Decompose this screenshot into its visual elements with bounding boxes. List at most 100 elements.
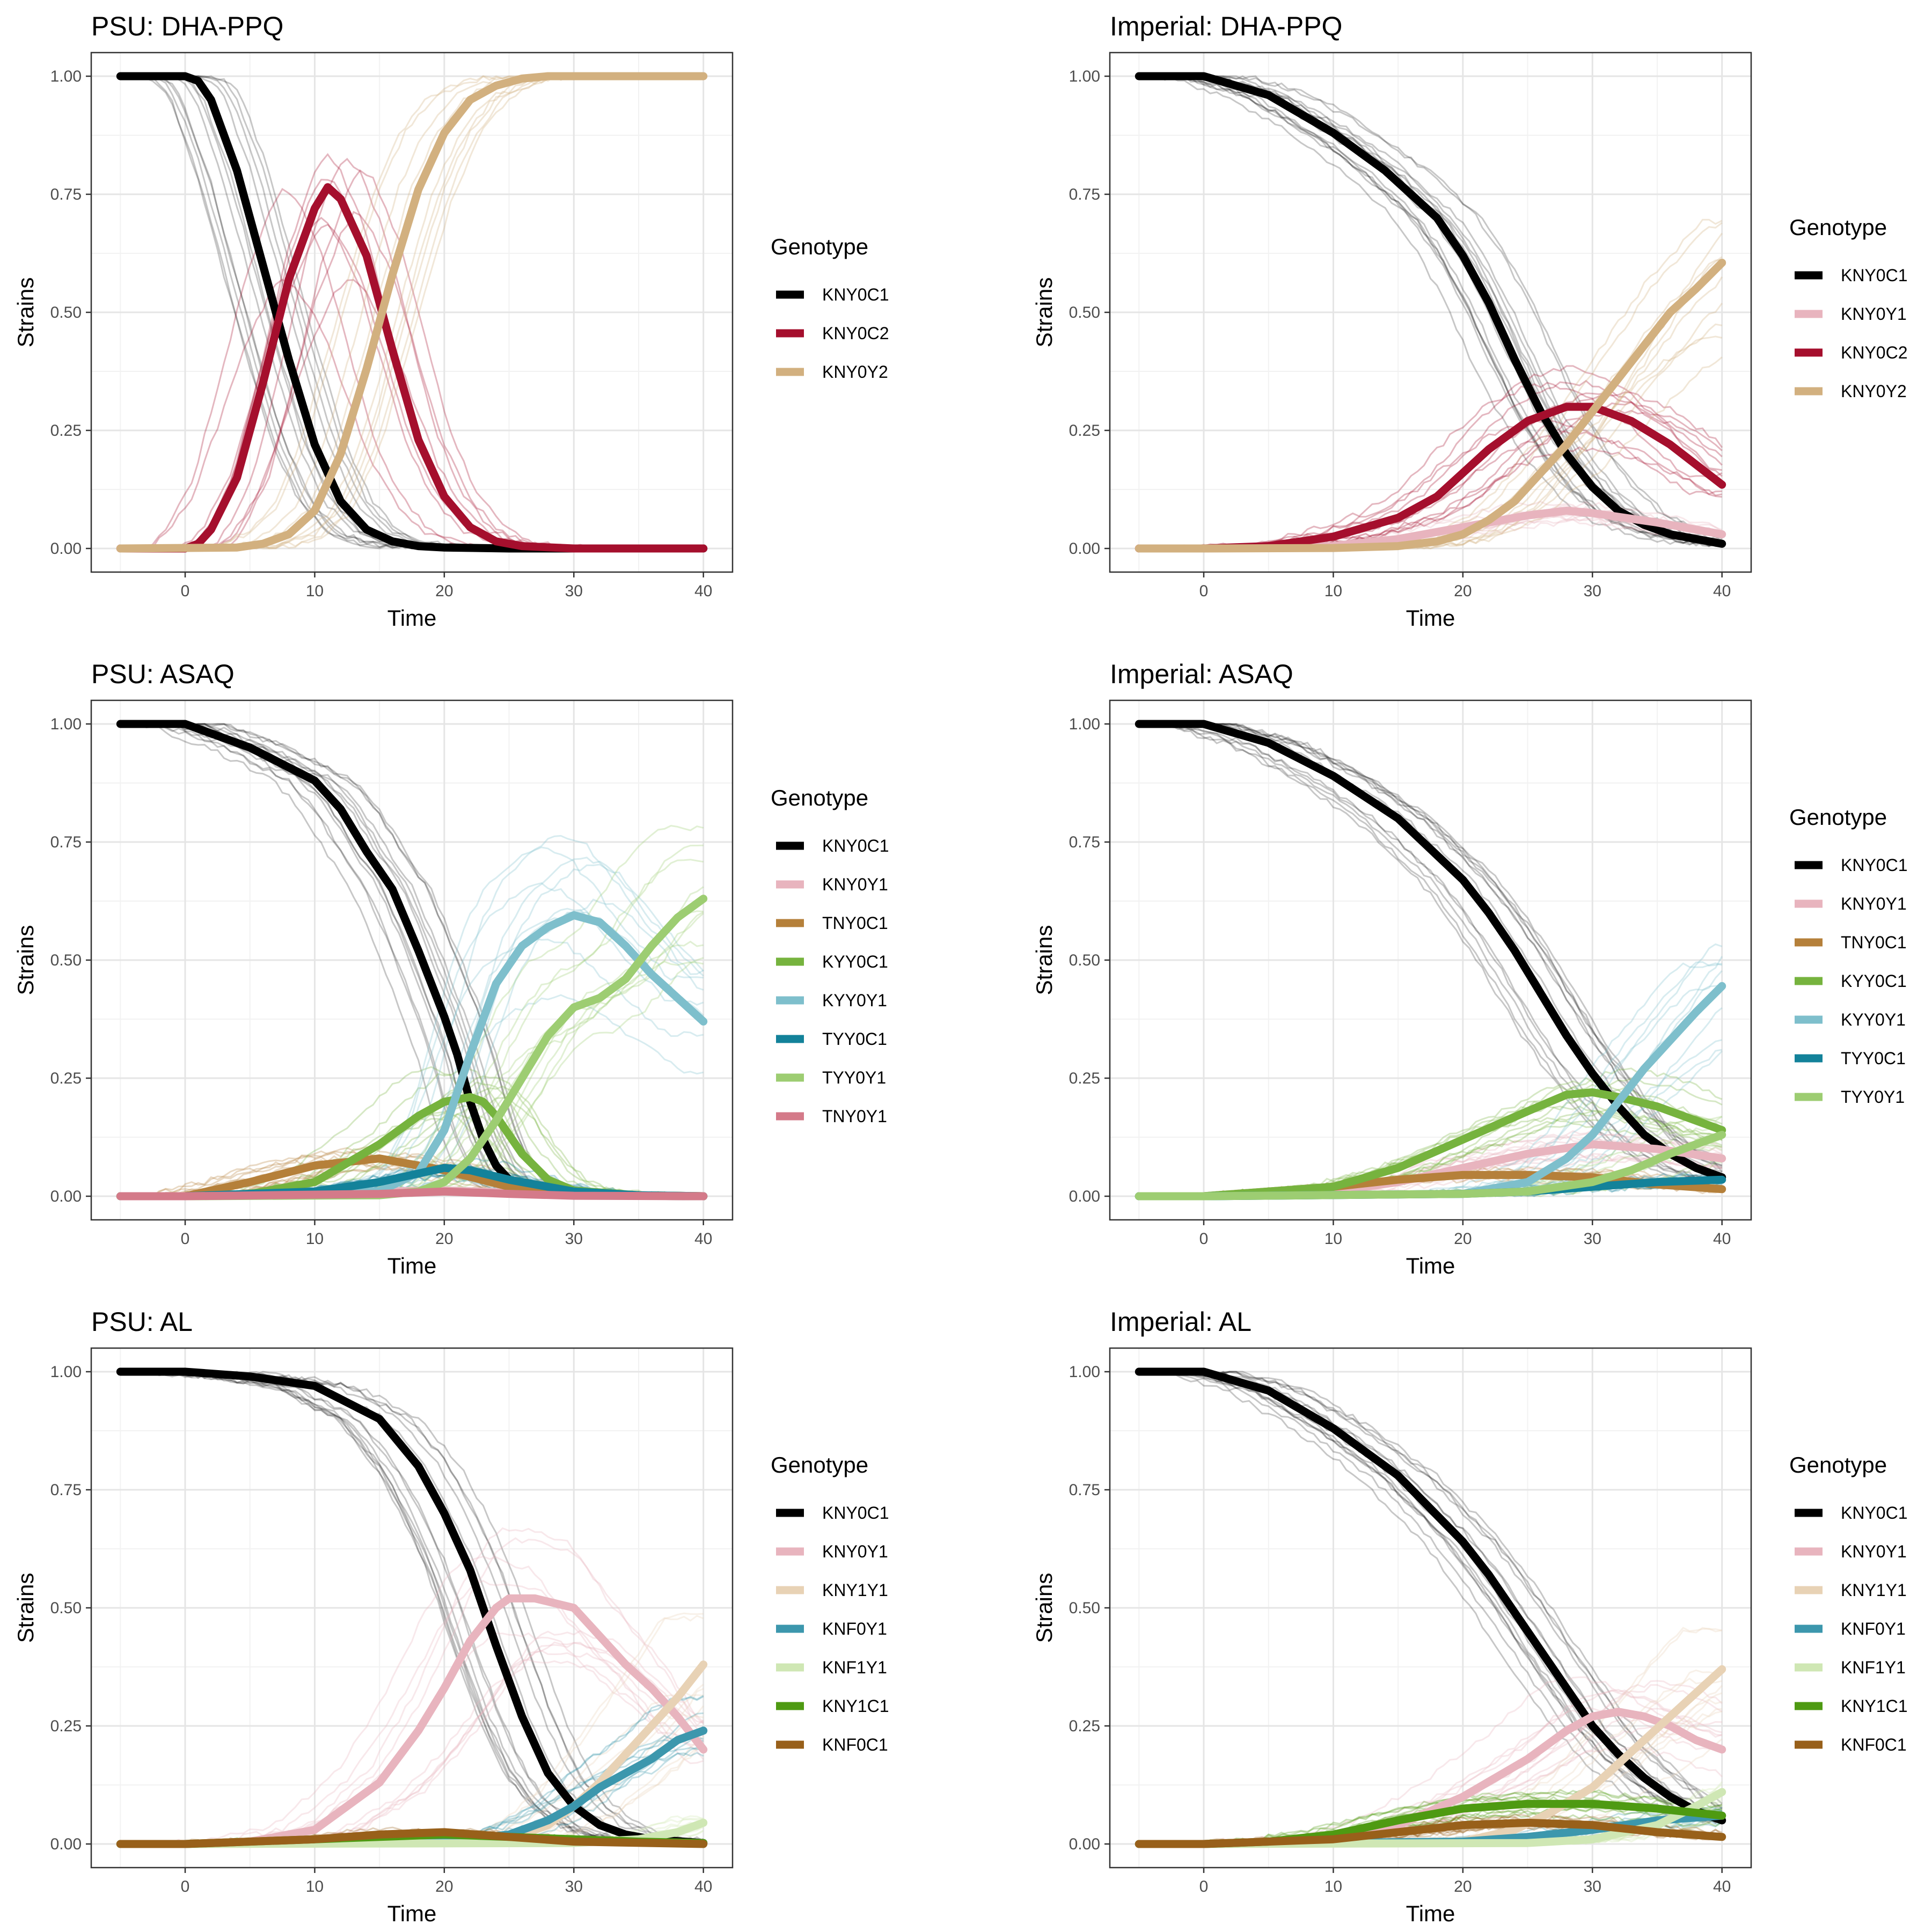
legend-label: KNF0Y1 <box>1841 1619 1906 1638</box>
y-tick-label: 1.00 <box>50 68 82 85</box>
legend-label: KNY1C1 <box>1841 1696 1908 1716</box>
legend-label: KNY0Y1 <box>822 1542 888 1561</box>
x-tick-label: 20 <box>435 1230 453 1248</box>
replicate-trace-kny0c1 <box>1139 75 1723 543</box>
x-tick-label: 0 <box>1199 1878 1209 1896</box>
legend-label: KNF1Y1 <box>822 1658 887 1677</box>
plot-lines <box>116 720 708 1201</box>
replicate-trace-kny0c1 <box>1139 75 1722 547</box>
chart-panel-5: 0 10 20 30 40 0.00 0.25 0.50 0.75 1.00 PSU: AL Time… <box>13 1307 889 1926</box>
chart-panel-2: 0 10 20 30 40 0.00 0.25 0.50 0.75 1.00 Imperial: D… <box>1031 11 1908 631</box>
legend-label: KNY0Y1 <box>822 875 888 894</box>
series-line-kny0y2 <box>116 72 708 553</box>
replicate-trace-kny0c1 <box>1138 75 1722 547</box>
legend-label: TYY0C1 <box>822 1029 887 1049</box>
y-axis-label: Strains <box>1031 277 1057 348</box>
legend-label: KYY0C1 <box>822 952 888 971</box>
chart-title: Imperial: ASAQ <box>1110 659 1293 689</box>
replicate-trace-kny0c1 <box>1138 75 1723 547</box>
replicate-trace-kny0c1 <box>1138 75 1723 547</box>
x-tick-label: 40 <box>694 1230 712 1248</box>
y-tick-label: 0.25 <box>1069 1717 1100 1735</box>
y-tick-label: 0.00 <box>1069 540 1100 558</box>
series-line-kny0c2 <box>116 183 708 553</box>
y-tick-label: 0.75 <box>1069 833 1100 851</box>
y-tick-label: 0.25 <box>1069 1070 1100 1087</box>
plot-lines <box>1135 1367 1726 1848</box>
y-tick-label: 0.50 <box>1069 1599 1100 1617</box>
x-axis-label: Time <box>1406 1901 1455 1926</box>
legend-label: KNF1Y1 <box>1841 1658 1906 1677</box>
x-tick-label: 10 <box>306 1878 324 1896</box>
series-line-kny0c1 <box>1135 720 1726 1182</box>
x-tick-label: 0 <box>1199 582 1209 600</box>
x-axis-label: Time <box>387 1253 437 1278</box>
replicate-trace-kny0c1 <box>1138 723 1723 1167</box>
replicate-trace-kny0c1 <box>1139 723 1723 1166</box>
y-tick-label: 0.00 <box>1069 1835 1100 1853</box>
y-axis-label: Strains <box>13 277 38 348</box>
y-tick-label: 0.50 <box>50 1599 82 1617</box>
legend-label: KNY1Y1 <box>1841 1580 1907 1600</box>
y-tick-label: 0.50 <box>50 952 82 969</box>
legend-label: TYY0Y1 <box>822 1068 886 1087</box>
plot-lines <box>116 72 708 553</box>
legend-label: KNY0C2 <box>822 324 889 343</box>
y-tick-label: 0.75 <box>50 1481 82 1499</box>
replicate-trace-kny0c1 <box>1139 1371 1723 1810</box>
y-tick-label: 0.00 <box>50 1835 82 1853</box>
series-line-tyy0y1 <box>1135 1131 1726 1201</box>
series-line-kny0y1 <box>116 1594 708 1848</box>
legend: Genotype KNY0C1 KNY0Y1 KNY1Y1 KNF0Y1 KNF1Y1 KN… <box>771 1452 889 1754</box>
replicate-trace-kny0c1 <box>1139 723 1722 1169</box>
x-tick-label: 40 <box>1713 1230 1731 1248</box>
series-line-kyy0c1 <box>1135 1088 1726 1201</box>
replicate-trace-kny0c1 <box>1139 723 1722 1181</box>
series-line-kny0c1 <box>116 72 708 553</box>
y-tick-label: 0.50 <box>50 304 82 321</box>
legend-title: Genotype <box>1789 804 1887 830</box>
replicate-trace-kny0c1 <box>1139 1371 1723 1824</box>
replicate-trace-kny0c1 <box>1139 1371 1723 1810</box>
legend-label: KNF0Y1 <box>822 1619 887 1638</box>
x-tick-label: 30 <box>1584 582 1601 600</box>
x-tick-label: 40 <box>694 1878 712 1896</box>
legend-title: Genotype <box>771 234 868 259</box>
chart-panel-1: 0 10 20 30 40 0.00 0.25 0.50 0.75 1.00 PSU: DHA-PP… <box>13 11 889 631</box>
y-tick-label: 0.25 <box>1069 422 1100 440</box>
y-tick-label: 0.75 <box>1069 186 1100 203</box>
x-tick-label: 40 <box>1713 582 1731 600</box>
y-tick-label: 0.75 <box>50 186 82 203</box>
replicate-trace-kny0c1 <box>1138 1371 1723 1804</box>
replicate-trace-kny0c1 <box>1139 1371 1722 1824</box>
series-line-kyy0y1 <box>116 911 708 1201</box>
x-tick-label: 10 <box>306 1230 324 1248</box>
legend-label: KNY0C1 <box>822 285 889 304</box>
y-tick-label: 1.00 <box>1069 715 1100 733</box>
legend: Genotype KNY0C1 KNY0Y1 TNY0C1 KYY0C1 KYY0Y1 TY… <box>771 785 889 1126</box>
replicate-trace-kny0c1 <box>1139 75 1722 545</box>
replicate-trace-kny0c1 <box>1139 723 1723 1173</box>
legend-label: TNY0C1 <box>822 913 888 933</box>
x-tick-label: 30 <box>565 1878 583 1896</box>
legend: Genotype KNY0C1 KNY0C2 KNY0Y2 <box>771 234 889 382</box>
chart-panel-4: 0 10 20 30 40 0.00 0.25 0.50 0.75 1.00 Imperial: A… <box>1031 659 1908 1278</box>
chart-panel-6: 0 10 20 30 40 0.00 0.25 0.50 0.75 1.00 Imperial: A… <box>1031 1307 1908 1926</box>
x-tick-label: 10 <box>306 582 324 600</box>
legend-title: Genotype <box>1789 215 1887 240</box>
legend: Genotype KNY0C1 KNY0Y1 KNY1Y1 KNF0Y1 KNF1Y1 KN… <box>1789 1452 1908 1754</box>
legend-label: KYY0Y1 <box>822 991 887 1010</box>
chart-title: Imperial: AL <box>1110 1307 1252 1337</box>
y-tick-label: 1.00 <box>50 715 82 733</box>
legend-label: TNY0Y1 <box>822 1107 887 1126</box>
chart-panel-3: 0 10 20 30 40 0.00 0.25 0.50 0.75 1.00 PSU: ASAQ Ti… <box>13 659 889 1278</box>
x-tick-label: 0 <box>1199 1230 1209 1248</box>
series-line-kny0c1 <box>116 1367 708 1847</box>
x-axis-label: Time <box>387 1901 437 1926</box>
y-tick-label: 1.00 <box>50 1363 82 1381</box>
series-line-kny0c1 <box>1135 72 1726 548</box>
series-line-kny0c1 <box>1135 1367 1726 1825</box>
x-axis-label: Time <box>1406 605 1455 631</box>
chart-title: PSU: DHA-PPQ <box>91 11 283 41</box>
plot-lines <box>1135 720 1726 1201</box>
